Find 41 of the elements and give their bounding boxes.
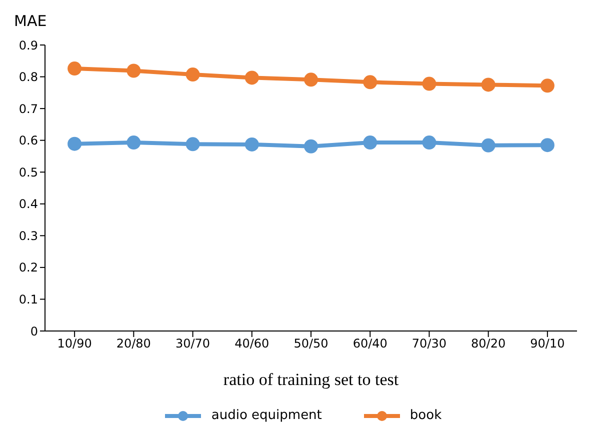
point [244,70,259,85]
point [186,68,200,82]
point [68,62,82,76]
point [304,139,318,154]
y-tick-label: 0.8 [18,70,38,84]
point [244,137,259,152]
y-tick-label: 0.4 [18,197,38,212]
y-tick-label: 0.3 [18,228,38,243]
y-tick-label: 0.5 [18,165,38,180]
x-tick-label: 20/80 [116,336,151,351]
point [422,76,436,91]
point [126,64,141,78]
point [540,138,554,152]
x-tick-label: 50/50 [294,336,328,351]
x-tick-label: 40/60 [234,336,270,351]
y-axis-title: MAE [14,12,47,30]
x-tick-label: 80/20 [471,336,506,351]
y-tick-label: 0.9 [18,38,38,52]
x-tick-label: 30/70 [175,336,210,351]
x-axis-title: ratio of training set to test [222,370,400,390]
point [126,136,141,150]
legend-label: audio equipment [211,408,322,423]
y-tick-label: 0.1 [18,292,38,306]
x-tick-label: 10/90 [57,336,92,351]
point [481,78,496,92]
point [363,136,378,150]
y-tick-label: 0.7 [18,102,38,116]
point [68,136,82,151]
point [304,72,318,87]
x-tick-label: 90/10 [530,336,565,351]
point [481,138,496,152]
point [186,137,200,152]
point [363,75,378,90]
x-tick-label: 60/40 [352,336,388,351]
point [540,78,554,93]
point [422,136,436,150]
y-tick-label: 0 [30,324,38,338]
legend-label: book [410,408,442,423]
y-tick-label: 0.2 [18,260,38,275]
y-tick-label: 0.6 [18,134,38,148]
x-tick-label: 70/30 [412,336,447,351]
